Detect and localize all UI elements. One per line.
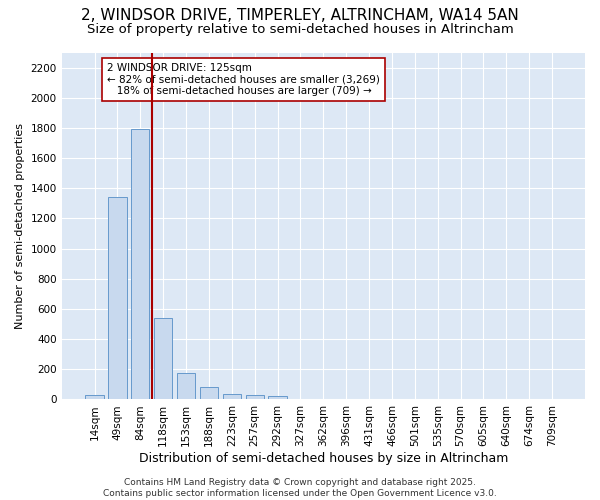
Bar xyxy=(131,130,149,400)
Text: Size of property relative to semi-detached houses in Altrincham: Size of property relative to semi-detach… xyxy=(86,22,514,36)
Text: Contains HM Land Registry data © Crown copyright and database right 2025.
Contai: Contains HM Land Registry data © Crown c… xyxy=(103,478,497,498)
Bar xyxy=(109,198,127,400)
Bar xyxy=(177,373,195,400)
X-axis label: Distribution of semi-detached houses by size in Altrincham: Distribution of semi-detached houses by … xyxy=(139,452,508,465)
Bar xyxy=(268,396,287,400)
Bar xyxy=(154,318,172,400)
Y-axis label: Number of semi-detached properties: Number of semi-detached properties xyxy=(15,123,25,329)
Text: 2 WINDSOR DRIVE: 125sqm
← 82% of semi-detached houses are smaller (3,269)
   18%: 2 WINDSOR DRIVE: 125sqm ← 82% of semi-de… xyxy=(107,63,380,96)
Bar xyxy=(223,394,241,400)
Bar xyxy=(245,395,264,400)
Text: 2, WINDSOR DRIVE, TIMPERLEY, ALTRINCHAM, WA14 5AN: 2, WINDSOR DRIVE, TIMPERLEY, ALTRINCHAM,… xyxy=(81,8,519,22)
Bar xyxy=(85,395,104,400)
Bar xyxy=(200,387,218,400)
